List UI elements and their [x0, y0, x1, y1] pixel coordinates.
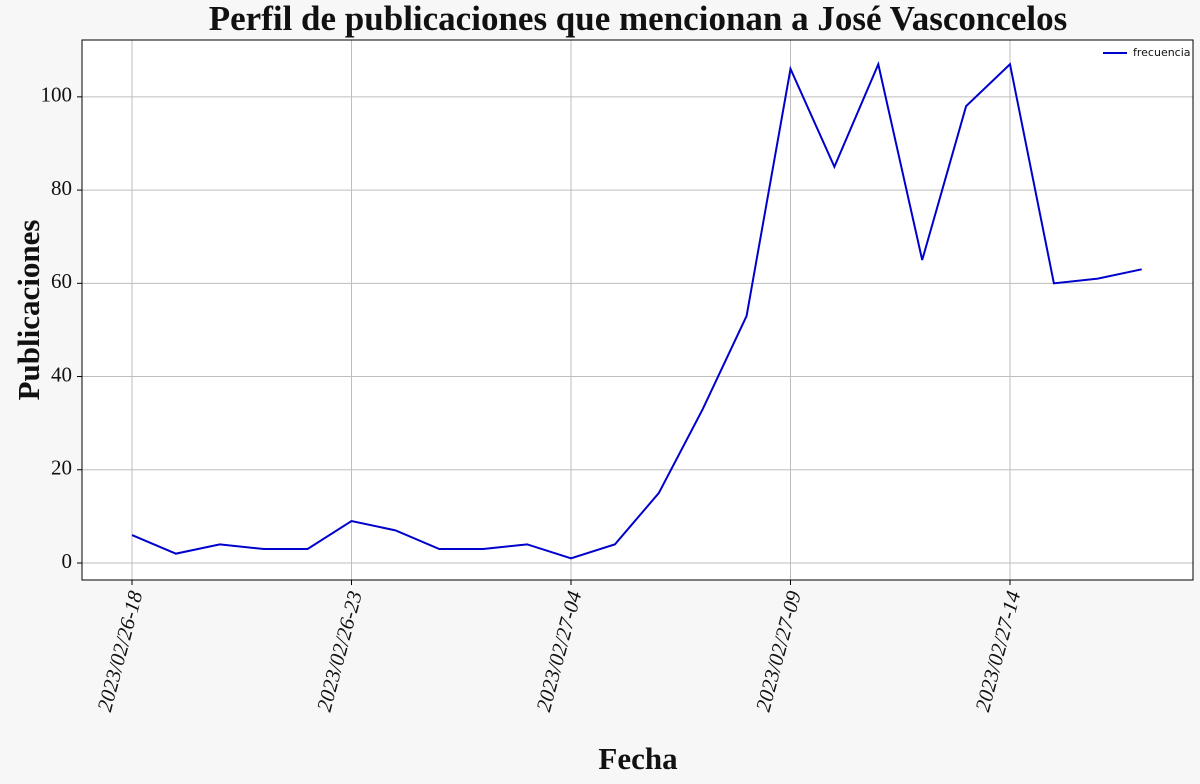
x-tick-label: 2023/02/27-09 — [751, 588, 806, 714]
y-tick-label: 80 — [51, 176, 72, 200]
plot-frame — [81, 39, 1194, 581]
y-tick-label: 0 — [62, 549, 73, 573]
y-tick-label: 60 — [51, 269, 72, 293]
x-axis-label: Fecha — [598, 741, 678, 776]
x-tick-label: 2023/02/26-18 — [92, 588, 147, 714]
data-line — [131, 60, 1142, 560]
plot-area — [82, 40, 1193, 580]
y-tick-label: 100 — [41, 83, 73, 107]
x-tick-label: 2023/02/26-23 — [312, 588, 367, 714]
chart-title: Perfil de publicaciones que mencionan a … — [209, 0, 1068, 38]
y-axis-label: Publicaciones — [11, 220, 46, 401]
y-tick-label: 20 — [51, 456, 72, 480]
x-tick-label: 2023/02/27-14 — [970, 588, 1025, 714]
legend-label: frecuencia — [1133, 46, 1191, 59]
y-tick-label: 40 — [51, 362, 72, 386]
x-tick-label: 2023/02/27-04 — [531, 588, 586, 714]
